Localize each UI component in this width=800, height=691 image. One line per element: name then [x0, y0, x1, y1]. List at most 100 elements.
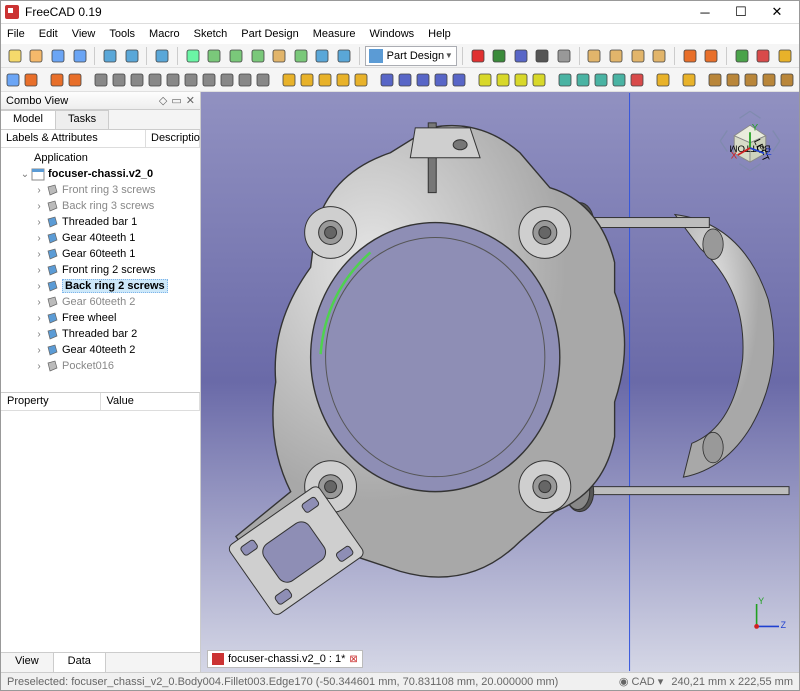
- maximize-button[interactable]: ☐: [723, 1, 759, 23]
- toolbtn-new[interactable]: [5, 46, 25, 66]
- tree-item[interactable]: ›Back ring 3 screws: [1, 198, 200, 214]
- toolbtn-f5[interactable]: [629, 70, 645, 90]
- tree-item[interactable]: ›Pocket016: [1, 358, 200, 374]
- toolbtn-meas1[interactable]: [732, 46, 752, 66]
- toolbtn-right[interactable]: [702, 46, 722, 66]
- toolbtn-link[interactable]: [183, 46, 203, 66]
- menu-windows[interactable]: Windows: [370, 28, 415, 40]
- toolbtn-undo[interactable]: [100, 46, 120, 66]
- prop-tab-data[interactable]: Data: [54, 653, 106, 672]
- prop-header-property[interactable]: Property: [1, 393, 101, 410]
- menu-partdesign[interactable]: Part Design: [241, 28, 298, 40]
- toolbtn-meas2[interactable]: [754, 46, 774, 66]
- 3d-viewport[interactable]: BOTTOM LEFT Y Z X Y Z focuser-chassi.v2_…: [201, 92, 799, 672]
- toolbtn-import[interactable]: [269, 46, 289, 66]
- tree-item[interactable]: Application: [1, 150, 200, 166]
- toolbtn-point[interactable]: [93, 70, 109, 90]
- toolbtn-sketch[interactable]: [23, 70, 39, 90]
- toolbtn-sel[interactable]: [334, 46, 354, 66]
- toolbtn-sweep[interactable]: [335, 70, 351, 90]
- property-grid[interactable]: [1, 411, 200, 652]
- model-tree[interactable]: Application⌄focuser-chassi.v2_0›Front ri…: [1, 148, 200, 392]
- menu-edit[interactable]: Edit: [39, 28, 58, 40]
- toolbtn-debug[interactable]: [554, 46, 574, 66]
- toolbtn-f1[interactable]: [557, 70, 573, 90]
- tree-header-labels[interactable]: Labels & Attributes: [1, 130, 146, 147]
- document-tab[interactable]: focuser-chassi.v2_0 : 1* ⊠: [207, 650, 363, 668]
- tree-item[interactable]: ›Front ring 3 screws: [1, 182, 200, 198]
- menu-sketch[interactable]: Sketch: [194, 28, 228, 40]
- toolbtn-rev[interactable]: [299, 70, 315, 90]
- toolbtn-fit[interactable]: [585, 46, 605, 66]
- tree-item[interactable]: ›Gear 40teeth 1: [1, 230, 200, 246]
- toolbtn-edit[interactable]: [49, 70, 65, 90]
- toolbtn-left[interactable]: [680, 46, 700, 66]
- combo-tab-model[interactable]: Model: [1, 110, 56, 129]
- tree-item[interactable]: ›Threaded bar 1: [1, 214, 200, 230]
- toolbtn-map[interactable]: [67, 70, 83, 90]
- toolbtn-body[interactable]: [5, 70, 21, 90]
- toolbtn-linear[interactable]: [495, 70, 511, 90]
- tree-item[interactable]: ›Back ring 2 screws: [1, 278, 200, 294]
- prop-tab-view[interactable]: View: [1, 653, 54, 672]
- toolbtn-multi[interactable]: [531, 70, 547, 90]
- toolbtn-link2[interactable]: [291, 46, 311, 66]
- toolbtn-f2[interactable]: [575, 70, 591, 90]
- toolbtn-slot[interactable]: [219, 70, 235, 90]
- tree-item[interactable]: ›Threaded bar 2: [1, 326, 200, 342]
- toolbtn-fillet[interactable]: [237, 70, 253, 90]
- toolbtn-meas3[interactable]: [775, 46, 795, 66]
- toolbtn-ellipse[interactable]: [165, 70, 181, 90]
- toolbtn-pad[interactable]: [281, 70, 297, 90]
- toolbtn-iso[interactable]: [628, 46, 648, 66]
- panel-float-icon[interactable]: ◇: [159, 94, 167, 107]
- toolbtn-mirror[interactable]: [477, 70, 493, 90]
- toolbtn-trim[interactable]: [255, 70, 271, 90]
- menu-help[interactable]: Help: [428, 28, 451, 40]
- toolbtn-polar[interactable]: [513, 70, 529, 90]
- toolbtn-p4[interactable]: [761, 70, 777, 90]
- workbench-selector[interactable]: Part Design▼: [365, 46, 457, 66]
- toolbtn-unlink[interactable]: [248, 46, 268, 66]
- toolbtn-hole[interactable]: [397, 70, 413, 90]
- tree-item[interactable]: ›Gear 40teeth 2: [1, 342, 200, 358]
- toolbtn-pocket[interactable]: [379, 70, 395, 90]
- close-button[interactable]: ✕: [759, 1, 795, 23]
- toolbtn-saveas[interactable]: [70, 46, 90, 66]
- toolbtn-open[interactable]: [27, 46, 47, 66]
- toolbtn-stop[interactable]: [489, 46, 509, 66]
- toolbtn-macros[interactable]: [511, 46, 531, 66]
- tree-item[interactable]: ›Gear 60teeth 1: [1, 246, 200, 262]
- prop-header-value[interactable]: Value: [101, 393, 201, 410]
- status-nav-indicator[interactable]: ◉ CAD ▾: [619, 675, 663, 688]
- toolbtn-refresh[interactable]: [152, 46, 172, 66]
- toolbtn-p3[interactable]: [743, 70, 759, 90]
- toolbtn-rec[interactable]: [468, 46, 488, 66]
- tree-item[interactable]: ›Free wheel: [1, 310, 200, 326]
- toolbtn-line[interactable]: [111, 70, 127, 90]
- toolbtn-play[interactable]: [533, 46, 553, 66]
- nav-cube[interactable]: BOTTOM LEFT Y Z X: [715, 106, 785, 176]
- panel-undock-icon[interactable]: ▭: [171, 94, 181, 107]
- toolbtn-poly[interactable]: [201, 70, 217, 90]
- toolbtn-arc[interactable]: [129, 70, 145, 90]
- document-tab-close-icon[interactable]: ⊠: [349, 654, 357, 665]
- toolbtn-p2[interactable]: [725, 70, 741, 90]
- toolbtn-redo[interactable]: [122, 46, 142, 66]
- combo-tab-tasks[interactable]: Tasks: [56, 110, 109, 129]
- toolbtn-f3[interactable]: [593, 70, 609, 90]
- toolbtn-fitsel[interactable]: [606, 46, 626, 66]
- toolbtn-bool[interactable]: [655, 70, 671, 90]
- tree-item[interactable]: ⌄focuser-chassi.v2_0: [1, 166, 200, 182]
- toolbtn-p5[interactable]: [779, 70, 795, 90]
- toolbtn-rect[interactable]: [183, 70, 199, 90]
- panel-close-icon[interactable]: ✕: [186, 94, 195, 107]
- toolbtn-p1[interactable]: [707, 70, 723, 90]
- toolbtn-circle[interactable]: [147, 70, 163, 90]
- tree-item[interactable]: ›Gear 60teeth 2: [1, 294, 200, 310]
- tree-item[interactable]: ›Front ring 2 screws: [1, 262, 200, 278]
- menu-file[interactable]: File: [7, 28, 25, 40]
- toolbtn-loft[interactable]: [317, 70, 333, 90]
- toolbtn-clone[interactable]: [681, 70, 697, 90]
- toolbtn-ssweep[interactable]: [451, 70, 467, 90]
